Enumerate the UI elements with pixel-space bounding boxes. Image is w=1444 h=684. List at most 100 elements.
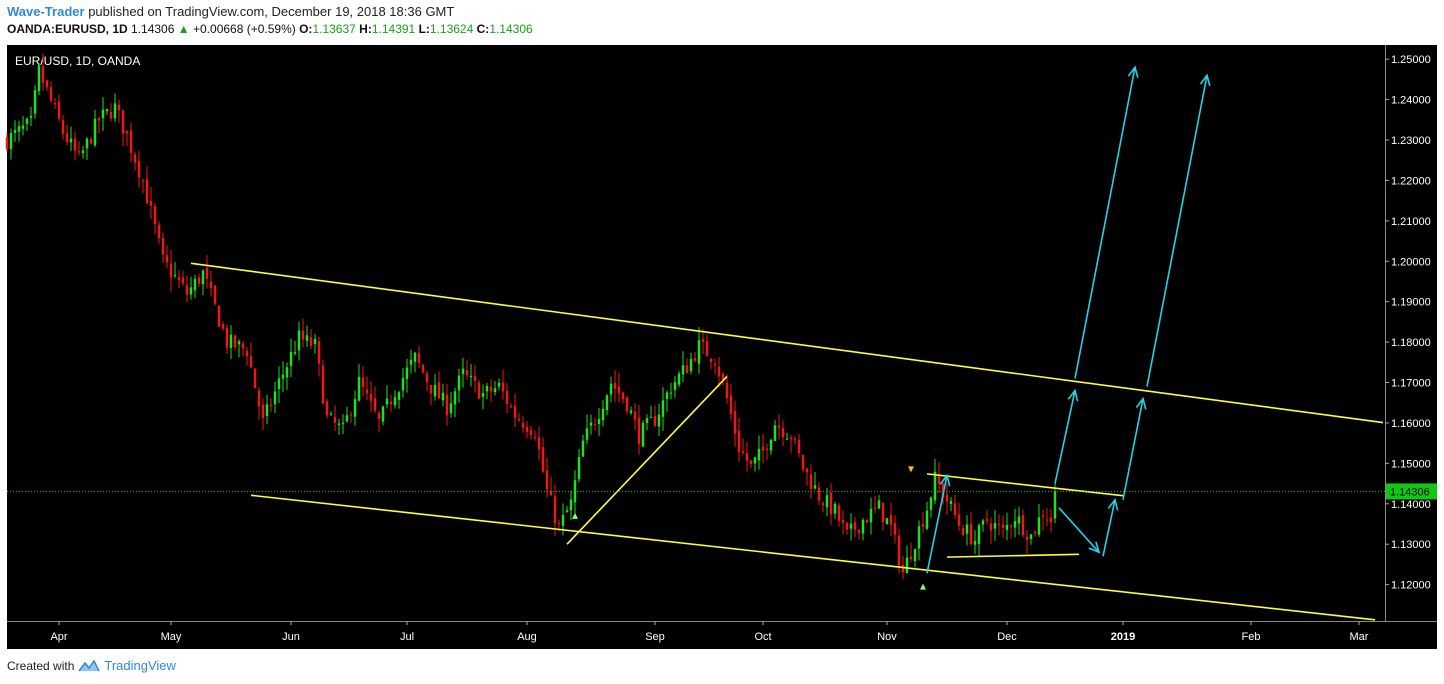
candle-body [85,138,89,149]
low-value: 1.13624 [429,22,474,36]
symbol-label: OANDA:EURUSD, 1D [7,22,128,36]
candle-body [409,359,413,365]
candle-body [769,439,773,451]
candle-body [429,384,433,394]
candle-body [461,368,465,374]
candle-body [953,503,957,516]
candle-body [625,397,629,412]
candle-body [785,438,789,440]
trendline [250,494,1376,621]
author-link[interactable]: Wave-Trader [7,4,85,19]
candle-body [141,180,145,182]
candle-body [405,367,409,379]
candle-body [233,335,237,348]
candle-body [305,335,309,341]
candle-body [701,339,705,343]
candle-body [345,415,349,422]
candle-body [13,129,17,133]
candle-body [217,306,221,327]
price-tick-label: 1.24000 [1391,95,1431,107]
candle-body [281,374,285,379]
candle-body [885,518,889,524]
candle-body [565,510,569,513]
candle-body [529,429,533,436]
candle-body [209,281,213,288]
candle-body [205,267,209,279]
candle-body [1013,521,1017,528]
candle-body [777,425,781,428]
candle-body [825,495,829,508]
forecast-arrow-head [939,473,951,487]
up-triangle-icon: ▲ [177,22,190,36]
last-price: 1.14306 [131,22,175,36]
candle-body [989,523,993,531]
candle-body [165,255,169,263]
candle-body [309,337,313,347]
candle-body [173,275,177,277]
candle-body [101,109,105,119]
candle-body [541,447,545,472]
candle-body [929,497,933,510]
candle-body [901,564,905,573]
candle-body [181,277,185,284]
candle-body [605,395,609,411]
candle-body [945,494,949,502]
candle-body [857,529,861,533]
time-tick-label: Dec [997,631,1017,643]
publish-info: Wave-Trader published on TradingView.com… [7,4,454,19]
candle-body [349,414,353,416]
trendline [946,553,1080,558]
trendline [190,262,1384,424]
candle-body [465,369,469,375]
symbol-info: OANDA:EURUSD, 1D 1.14306 ▲ +0.00668 (+0.… [7,22,533,36]
candle-body [821,503,825,506]
candle-body [557,522,561,524]
candle-body [313,338,317,345]
candle-body [133,154,137,163]
candle-body [89,139,93,144]
candle-body [65,133,69,143]
candle-body [225,327,229,348]
candle-body [613,383,617,389]
forecast-arrow-head [1067,388,1079,402]
time-tick-label: Apr [50,631,67,643]
time-tick-label: May [161,631,182,643]
time-tick-label: Feb [1242,631,1261,643]
candle-body [229,334,233,348]
candle-body [377,412,381,419]
candle-body [77,151,81,153]
price-axis: 1.12000 1.13000 1.14000 1.15000 1.16000 1.170… [1385,54,1431,592]
candle-body [185,285,189,295]
candle-body [1001,524,1005,528]
candle-body [261,404,265,418]
candle-body [833,503,837,514]
forecast-arrow-head [1135,396,1147,410]
candle-body [537,437,541,450]
candle-body [389,401,393,405]
candle-body [509,406,513,408]
candle-body [797,440,801,453]
candle-body [337,423,341,425]
candle-body [577,457,581,480]
candle-body [665,392,669,399]
trendline [566,375,728,545]
candle-body [893,523,897,535]
candle-body [869,508,873,523]
candle-body [993,523,997,529]
candle-body [813,485,817,489]
tradingview-brand[interactable]: TradingView [104,658,176,673]
close-value: 1.14306 [489,22,533,36]
candle-body [525,426,529,432]
forecast-arrow [1102,499,1116,557]
candle-body [81,150,85,154]
candle-body [597,419,601,424]
candle-body [437,382,441,399]
tradingview-logo-icon [78,659,101,671]
trendlines-layer [190,262,1384,621]
candle-body [753,457,757,464]
forecast-arrow [1122,398,1144,500]
candle-body [749,460,753,464]
candle-body [325,401,329,416]
candle-body [1033,531,1037,534]
